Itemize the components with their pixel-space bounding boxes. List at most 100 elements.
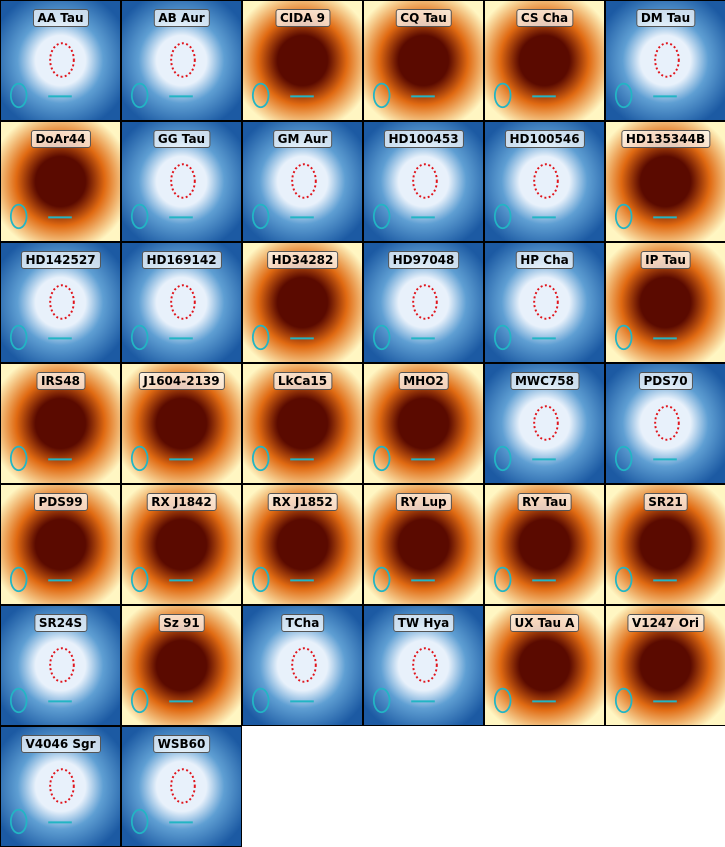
inner-cavity-ring: [291, 647, 317, 683]
beam-ellipse: [493, 687, 512, 714]
panel-label: SR21: [643, 493, 688, 511]
panel-label: AB Aur: [153, 9, 210, 27]
inner-cavity-ring: [49, 284, 75, 320]
panel-label: HD100453: [383, 130, 464, 148]
inner-cavity-ring: [412, 284, 438, 320]
panel-irs48: IRS48: [0, 363, 121, 484]
panel-hd142527: HD142527: [0, 242, 121, 363]
beam-ellipse: [130, 203, 149, 230]
beam-ellipse: [493, 203, 512, 230]
panel-label: J1604-2139: [138, 372, 225, 390]
panel-cq-tau: CQ Tau: [363, 0, 484, 121]
beam-ellipse: [614, 203, 633, 230]
panel-label: HD34282: [266, 251, 339, 269]
beam-ellipse: [9, 808, 28, 835]
beam-ellipse: [493, 82, 512, 109]
beam-ellipse: [9, 203, 28, 230]
panel-label: RX J1842: [146, 493, 217, 511]
panel-j1604-2139: J1604-2139: [121, 363, 242, 484]
beam-ellipse: [372, 324, 391, 351]
panel-ry-tau: RY Tau: [484, 484, 605, 605]
beam-ellipse: [9, 566, 28, 593]
panel-ry-lup: RY Lup: [363, 484, 484, 605]
inner-cavity-ring: [412, 647, 438, 683]
panel-mho2: MHO2: [363, 363, 484, 484]
beam-ellipse: [493, 324, 512, 351]
panel-hd169142: HD169142: [121, 242, 242, 363]
beam-ellipse: [372, 445, 391, 472]
panel-v1247-ori: V1247 Ori: [605, 605, 725, 726]
panel-label: Sz 91: [158, 614, 205, 632]
beam-ellipse: [614, 82, 633, 109]
panel-label: PDS70: [638, 372, 693, 390]
panel-label: HD169142: [141, 251, 222, 269]
panel-gg-tau: GG Tau: [121, 121, 242, 242]
panel-label: MHO2: [398, 372, 449, 390]
panel-label: HD135344B: [620, 130, 711, 148]
disk-image: [122, 122, 241, 241]
panel-cida-9: CIDA 9: [242, 0, 363, 121]
panel-label: MWC758: [509, 372, 580, 390]
panel-ux-tau-a: UX Tau A: [484, 605, 605, 726]
panel-sz-91: Sz 91: [121, 605, 242, 726]
beam-ellipse: [130, 82, 149, 109]
panel-label: LkCa15: [272, 372, 333, 390]
panel-hd135344b: HD135344B: [605, 121, 725, 242]
panel-tcha: TCha: [242, 605, 363, 726]
disk-image: [485, 243, 604, 362]
panel-cs-cha: CS Cha: [484, 0, 605, 121]
panel-gm-aur: GM Aur: [242, 121, 363, 242]
inner-cavity-ring: [533, 163, 559, 199]
beam-ellipse: [614, 445, 633, 472]
panel-label: CQ Tau: [395, 9, 452, 27]
beam-ellipse: [9, 687, 28, 714]
beam-ellipse: [130, 687, 149, 714]
panel-label: CIDA 9: [274, 9, 331, 27]
inner-cavity-ring: [533, 284, 559, 320]
beam-ellipse: [9, 82, 28, 109]
panel-sr21: SR21: [605, 484, 725, 605]
panel-label: DoAr44: [30, 130, 91, 148]
beam-ellipse: [251, 566, 270, 593]
inner-cavity-ring: [533, 405, 559, 441]
panel-hd100453: HD100453: [363, 121, 484, 242]
panel-v4046-sgr: V4046 Sgr: [0, 726, 121, 847]
inner-cavity-ring: [412, 163, 438, 199]
beam-ellipse: [251, 203, 270, 230]
beam-ellipse: [9, 324, 28, 351]
panel-dm-tau: DM Tau: [605, 0, 725, 121]
inner-cavity-ring: [654, 42, 680, 78]
panel-label: GG Tau: [152, 130, 211, 148]
panel-label: UX Tau A: [509, 614, 580, 632]
beam-ellipse: [130, 445, 149, 472]
panel-label: HD142527: [20, 251, 101, 269]
panel-hp-cha: HP Cha: [484, 242, 605, 363]
panel-hd34282: HD34282: [242, 242, 363, 363]
panel-label: HD100546: [504, 130, 585, 148]
beam-ellipse: [9, 445, 28, 472]
beam-ellipse: [251, 324, 270, 351]
panel-label: PDS99: [33, 493, 88, 511]
panel-label: WSB60: [152, 735, 211, 753]
panel-rx-j1852: RX J1852: [242, 484, 363, 605]
inner-cavity-ring: [49, 647, 75, 683]
panel-label: SR24S: [33, 614, 88, 632]
panel-label: RY Tau: [517, 493, 572, 511]
panel-lkca15: LkCa15: [242, 363, 363, 484]
panel-label: HD97048: [387, 251, 460, 269]
panel-ab-aur: AB Aur: [121, 0, 242, 121]
inner-cavity-ring: [170, 768, 196, 804]
panel-tw-hya: TW Hya: [363, 605, 484, 726]
panel-label: RY Lup: [395, 493, 452, 511]
inner-cavity-ring: [654, 405, 680, 441]
beam-ellipse: [493, 445, 512, 472]
panel-label: CS Cha: [515, 9, 574, 27]
panel-sr24s: SR24S: [0, 605, 121, 726]
panel-label: IP Tau: [640, 251, 691, 269]
beam-ellipse: [372, 566, 391, 593]
panel-label: TCha: [280, 614, 325, 632]
panel-mwc758: MWC758: [484, 363, 605, 484]
inner-cavity-ring: [170, 284, 196, 320]
panel-hd97048: HD97048: [363, 242, 484, 363]
